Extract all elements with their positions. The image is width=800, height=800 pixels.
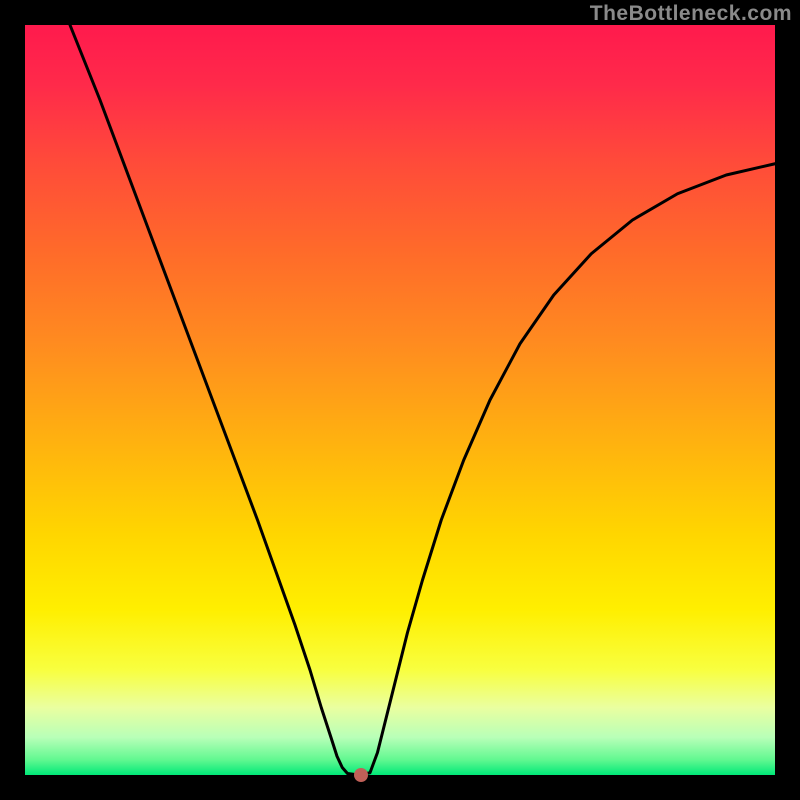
bottleneck-curve — [70, 25, 775, 775]
watermark-text: TheBottleneck.com — [590, 2, 792, 26]
plot-area — [25, 25, 775, 775]
minimum-marker — [354, 768, 368, 782]
chart-container: TheBottleneck.com — [0, 0, 800, 800]
curve-layer — [25, 25, 775, 775]
